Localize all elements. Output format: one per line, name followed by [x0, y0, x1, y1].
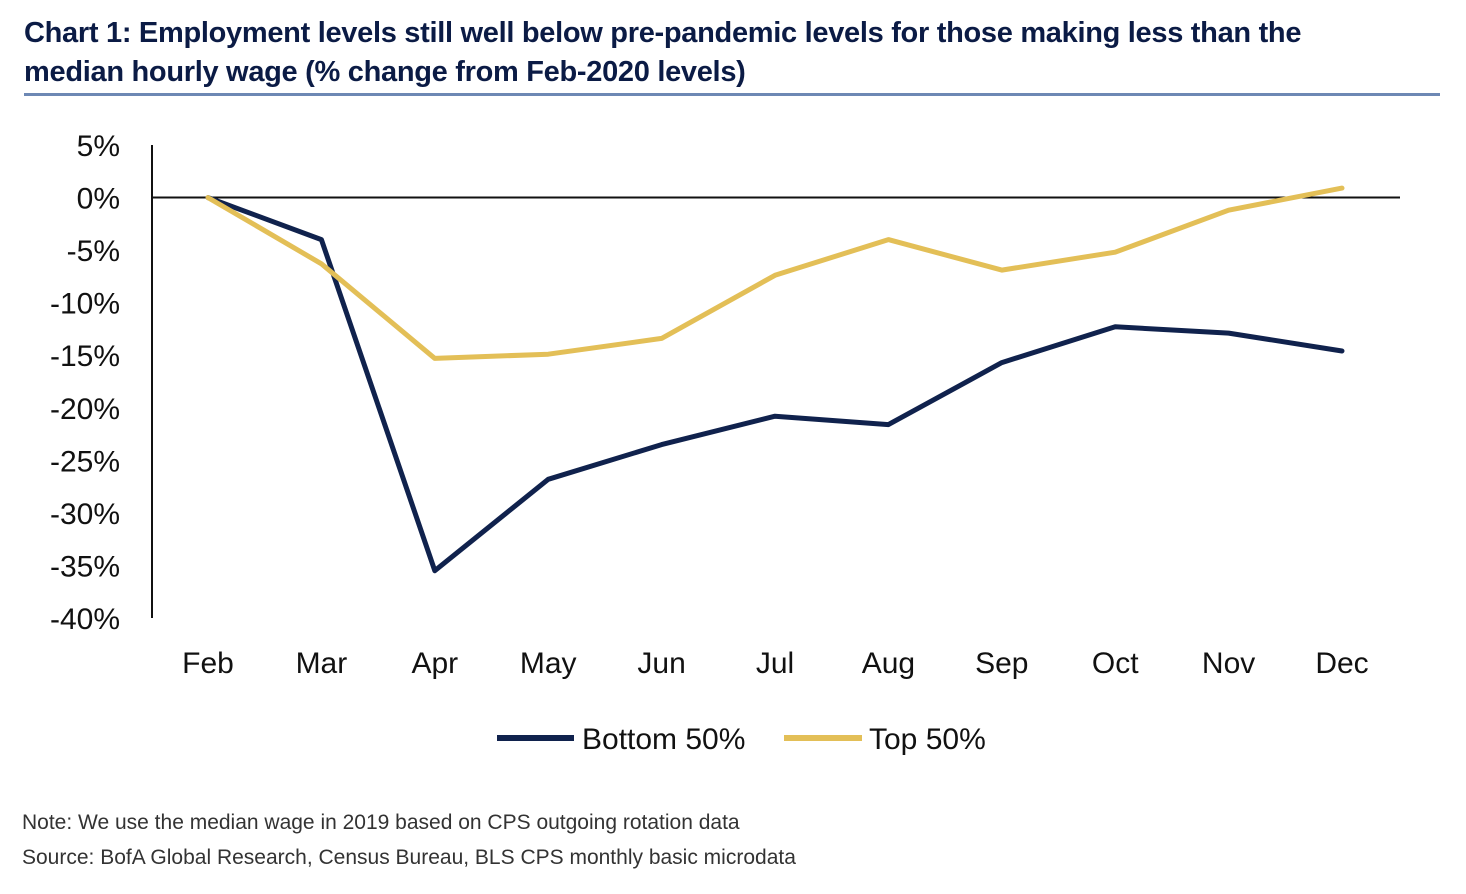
series-lines [205, 185, 1345, 574]
y-tick-label: 0% [77, 183, 120, 216]
chart-title: Chart 1: Employment levels still well be… [24, 14, 1444, 92]
chart-source: Source: BofA Global Research, Census Bur… [22, 846, 796, 869]
x-tick-label: Jul [756, 647, 794, 680]
x-tick-label: Jun [637, 647, 685, 680]
x-tick-label: Apr [411, 647, 458, 680]
y-tick-label: -20% [50, 393, 120, 426]
y-tick-label: 5% [77, 130, 120, 163]
x-tick-label: Nov [1202, 647, 1255, 680]
series-line-top-50 [205, 185, 1345, 361]
y-tick-label: -40% [50, 603, 120, 636]
legend-label-top-50: Top 50% [869, 723, 986, 756]
y-tick-label: -15% [50, 340, 120, 373]
y-axis: 5% 0% -5% -10% -15% -20% -25% -30% -35% -40% [50, 130, 153, 636]
title-underline-rule [24, 93, 1440, 96]
legend: Bottom 50% Top 50% [497, 723, 986, 756]
legend-label-bottom-50: Bottom 50% [582, 723, 745, 756]
chart-title-line-2: median hourly wage (% change from Feb-20… [24, 56, 746, 88]
y-tick-label: -5% [67, 235, 120, 268]
x-tick-label: Oct [1092, 647, 1139, 680]
chart-note: Note: We use the median wage in 2019 bas… [22, 811, 740, 834]
x-tick-label: Feb [182, 647, 234, 680]
y-tick-label: -25% [50, 445, 120, 478]
x-axis: Feb Mar Apr May Jun Jul Aug Sep Oct Nov Dec [152, 196, 1400, 680]
chart-title-line-1: Chart 1: Employment levels still well be… [24, 17, 1302, 49]
x-tick-label: Aug [862, 647, 915, 680]
y-tick-label: -35% [50, 550, 120, 583]
series-line-bottom-50 [205, 195, 1345, 574]
x-tick-label: Dec [1315, 647, 1368, 680]
x-tick-label: Sep [975, 647, 1028, 680]
x-tick-label: Mar [296, 647, 348, 680]
y-tick-label: -10% [50, 288, 120, 321]
y-tick-label: -30% [50, 498, 120, 531]
x-tick-label: May [520, 647, 577, 680]
